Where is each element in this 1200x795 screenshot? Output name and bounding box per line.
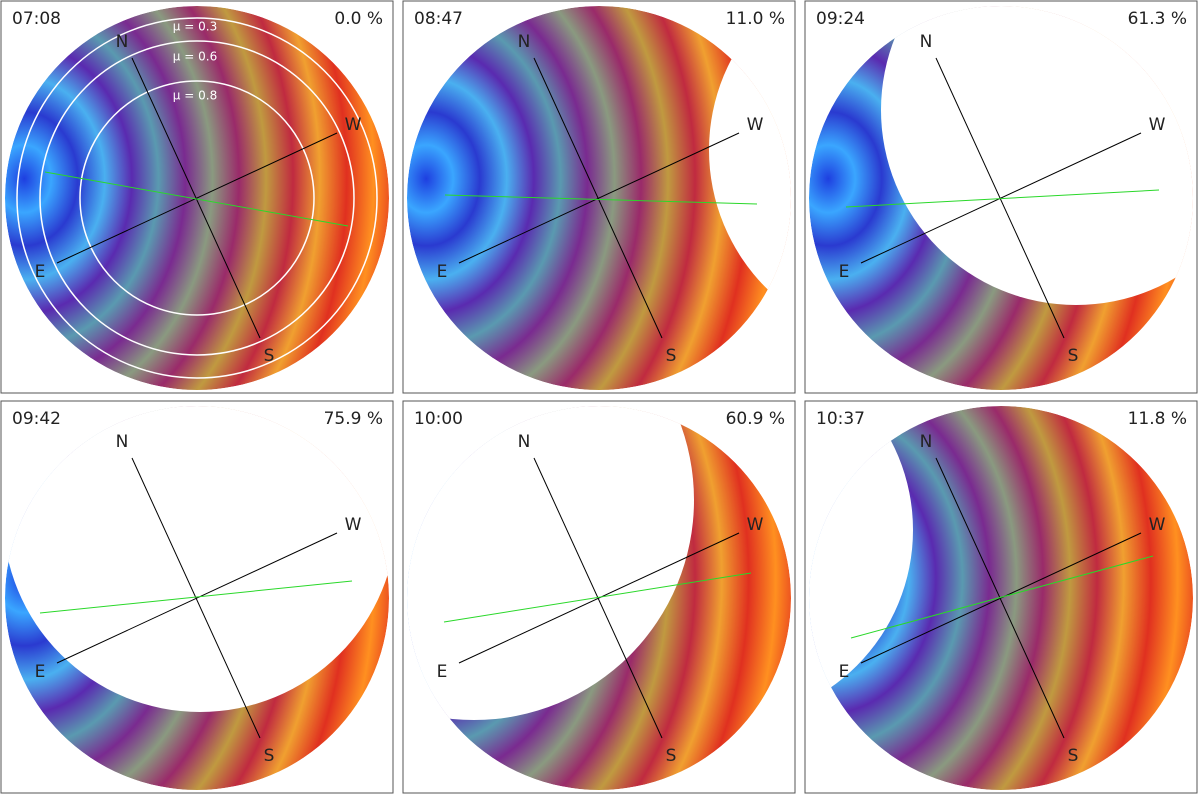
compass-e: E — [35, 662, 46, 682]
compass-e: E — [437, 662, 448, 682]
panel: N S E W 10:37 11.8 % — [804, 400, 1198, 794]
east-west-axis — [458, 532, 740, 664]
panel: N S E W 08:47 11.0 % — [402, 0, 796, 394]
equator-line — [845, 189, 1160, 208]
compass-e: E — [839, 662, 850, 682]
compass-n: N — [116, 432, 129, 452]
percent-label: 75.9 % — [324, 409, 383, 429]
panel: N S E W 09:42 75.9 % — [0, 400, 394, 794]
equator-line — [443, 572, 752, 623]
compass-w: W — [747, 115, 764, 135]
compass-w: W — [747, 515, 764, 535]
compass-w: W — [1149, 515, 1166, 535]
time-label: 09:24 — [816, 9, 865, 29]
percent-label: 11.0 % — [726, 9, 785, 29]
mu-circle — [79, 80, 315, 316]
compass-s: S — [666, 346, 677, 366]
percent-label: 60.9 % — [726, 409, 785, 429]
east-west-axis — [56, 532, 338, 664]
time-label: 08:47 — [414, 9, 463, 29]
compass-e: E — [437, 262, 448, 282]
time-label: 10:37 — [816, 409, 865, 429]
mu-label: μ = 0.6 — [173, 50, 217, 64]
compass-s: S — [264, 346, 275, 366]
mu-circle — [16, 17, 378, 379]
panel: N S E W 10:00 60.9 % — [402, 400, 796, 794]
compass-e: E — [35, 262, 46, 282]
compass-n: N — [920, 432, 933, 452]
east-west-axis — [860, 132, 1142, 264]
compass-n: N — [518, 432, 531, 452]
equator-line — [444, 194, 758, 205]
time-label: 10:00 — [414, 409, 463, 429]
compass-s: S — [1068, 346, 1079, 366]
panel: N S E W 09:24 61.3 % — [804, 0, 1198, 394]
compass-n: N — [920, 32, 933, 52]
compass-w: W — [345, 115, 362, 135]
east-west-axis — [860, 532, 1142, 664]
compass-n: N — [116, 32, 129, 52]
percent-label: 11.8 % — [1128, 409, 1187, 429]
east-west-axis — [458, 132, 740, 264]
equator-line — [44, 171, 349, 227]
panel: μ = 0.3 μ = 0.6 μ = 0.8 N S E W 07:08 0.0 % — [0, 0, 394, 394]
equator-line — [850, 555, 1154, 639]
mu-label: μ = 0.8 — [173, 89, 217, 103]
time-label: 09:42 — [12, 409, 61, 429]
percent-label: 0.0 % — [334, 9, 383, 29]
mu-label: μ = 0.3 — [173, 20, 217, 34]
mu-circle — [39, 40, 355, 356]
compass-s: S — [264, 746, 275, 766]
compass-s: S — [1068, 746, 1079, 766]
equator-line — [39, 580, 353, 614]
percent-label: 61.3 % — [1128, 9, 1187, 29]
time-label: 07:08 — [12, 9, 61, 29]
compass-e: E — [839, 262, 850, 282]
compass-n: N — [518, 32, 531, 52]
moon — [407, 406, 694, 720]
compass-s: S — [666, 746, 677, 766]
compass-w: W — [345, 515, 362, 535]
east-west-axis — [56, 132, 338, 264]
compass-w: W — [1149, 115, 1166, 135]
